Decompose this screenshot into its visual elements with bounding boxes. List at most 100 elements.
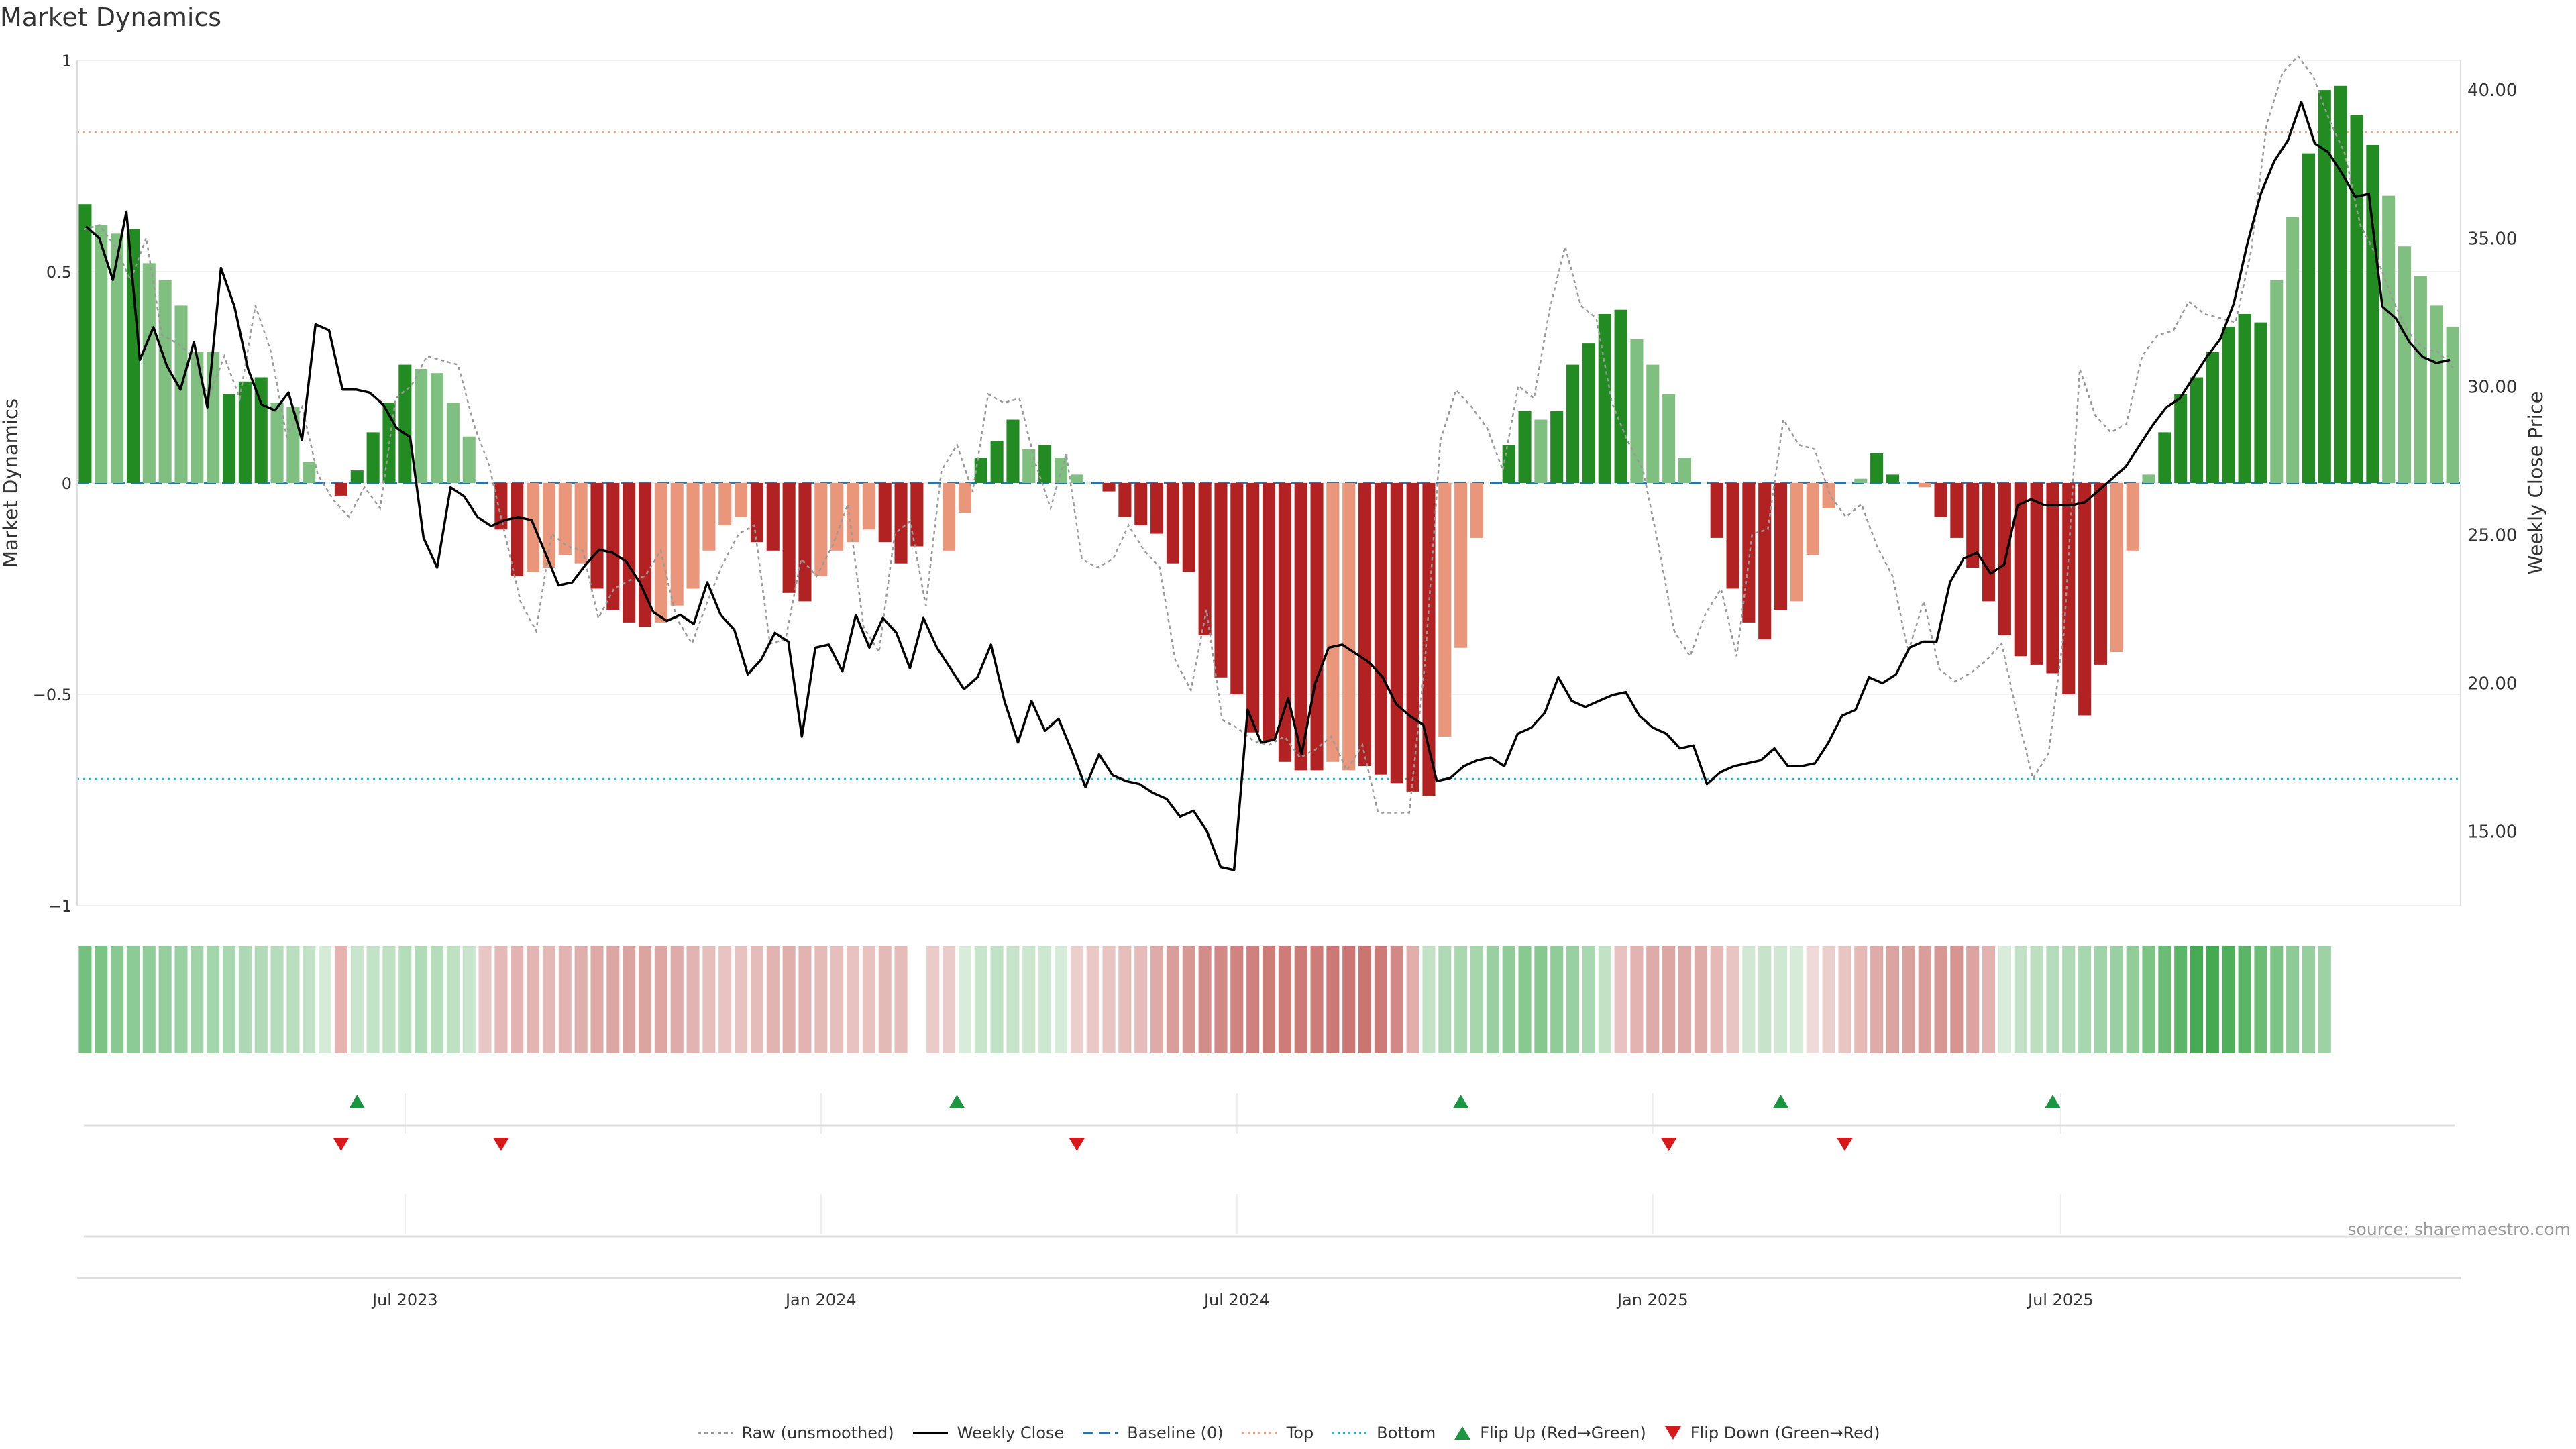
strip-segment <box>1774 946 1788 1053</box>
legend-item-flip-down: Flip Down (Green→Red) <box>1664 1424 1880 1442</box>
bar <box>1982 483 1996 602</box>
strip-segment <box>862 946 875 1053</box>
strip-segment <box>574 946 588 1053</box>
strip-segment <box>638 946 652 1053</box>
bar <box>735 483 748 517</box>
bar <box>238 381 252 483</box>
flip-up-marker <box>2044 1095 2061 1108</box>
strip-segment <box>814 946 828 1053</box>
bar <box>574 483 588 564</box>
bar <box>623 483 636 623</box>
strip-segment <box>990 946 1004 1053</box>
strip-segment <box>2126 946 2139 1053</box>
bar <box>158 280 172 483</box>
strip-segment <box>1246 946 1260 1053</box>
bar <box>702 483 716 551</box>
strip-segment <box>1422 946 1436 1053</box>
strip-segment <box>910 946 924 1053</box>
strip-segment <box>1758 946 1772 1053</box>
legend-item-baseline: Baseline (0) <box>1081 1424 1224 1442</box>
bar <box>1470 483 1484 538</box>
bar <box>782 483 796 593</box>
legend-item-bottom: Bottom <box>1331 1424 1436 1442</box>
bar <box>766 483 780 551</box>
strip-segment <box>254 946 268 1053</box>
bar <box>1390 483 1403 784</box>
bar <box>1710 483 1723 538</box>
strip-segment <box>158 946 172 1053</box>
y-right-tick-label: 20.00 <box>2467 674 2517 694</box>
bar <box>1262 483 1276 741</box>
strip-segment <box>527 946 540 1053</box>
strip-segment <box>1534 946 1548 1053</box>
line-series <box>83 54 2455 871</box>
strip-segment <box>2318 946 2331 1053</box>
bar <box>2174 394 2188 483</box>
bar <box>2366 145 2379 483</box>
strip-segment <box>1630 946 1644 1053</box>
strip-segment <box>1982 946 1996 1053</box>
flip-down-marker <box>1660 1138 1677 1151</box>
strip-segment <box>430 946 444 1053</box>
raw-line <box>83 54 2455 814</box>
x-tick-label: Jan 2025 <box>1616 1291 1688 1309</box>
bar <box>878 483 892 543</box>
legend-label-flip-down: Flip Down (Green→Red) <box>1690 1424 1880 1442</box>
y-right-tick-label: 40.00 <box>2467 80 2517 101</box>
bar <box>1006 419 1020 483</box>
bar <box>1918 483 1931 488</box>
strip-segment <box>142 946 156 1053</box>
strip-segment <box>1198 946 1212 1053</box>
strip-segment <box>1550 946 1564 1053</box>
y-left-tick-label: 1 <box>62 52 72 70</box>
strip-segment <box>1598 946 1611 1053</box>
bar <box>958 483 971 513</box>
bar <box>1566 364 1580 483</box>
bar <box>1406 483 1419 792</box>
bar <box>1550 411 1564 483</box>
strip-segment <box>2270 946 2284 1053</box>
bar <box>2094 483 2108 665</box>
strip-segment <box>319 946 332 1053</box>
bar <box>1134 483 1148 525</box>
strip-segment <box>718 946 732 1053</box>
strip-segment <box>350 946 364 1053</box>
bar <box>1790 483 1803 602</box>
bar <box>78 204 92 483</box>
strip-segment <box>1134 946 1148 1053</box>
x-tick-label: Jan 2024 <box>784 1291 857 1309</box>
strip-segment <box>398 946 412 1053</box>
y-left-tick-label: 0.5 <box>46 263 72 282</box>
strip-segment <box>846 946 860 1053</box>
bar <box>95 225 108 483</box>
bar <box>1662 394 1676 483</box>
strip-segment <box>766 946 780 1053</box>
bar <box>686 483 700 589</box>
strip-segment <box>1118 946 1132 1053</box>
strip-segment <box>830 946 844 1053</box>
bar <box>990 441 1004 483</box>
strip-segment <box>191 946 204 1053</box>
bar <box>590 483 604 589</box>
strip-segment <box>974 946 987 1053</box>
strip-segment <box>222 946 236 1053</box>
strip-segment <box>1070 946 1083 1053</box>
strip-segment <box>623 946 636 1053</box>
bar <box>1454 483 1468 648</box>
flip-up-marker <box>1452 1095 1469 1108</box>
bar <box>830 483 844 551</box>
bar <box>1022 449 1036 483</box>
strip-segment <box>1182 946 1195 1053</box>
bar <box>126 229 140 483</box>
strip-segment <box>2286 946 2300 1053</box>
chart-title: Market Dynamics <box>0 3 222 32</box>
y-left-tick-label: −1 <box>48 897 72 916</box>
strip-segment <box>111 946 124 1053</box>
strip-segment <box>2174 946 2188 1053</box>
bar <box>2302 153 2316 483</box>
bar <box>1326 483 1340 762</box>
bar <box>2126 483 2139 551</box>
bar <box>974 458 987 483</box>
y-right-tick-label: 25.00 <box>2467 525 2517 545</box>
y-axis-left-label: Market Dynamics <box>0 398 22 568</box>
